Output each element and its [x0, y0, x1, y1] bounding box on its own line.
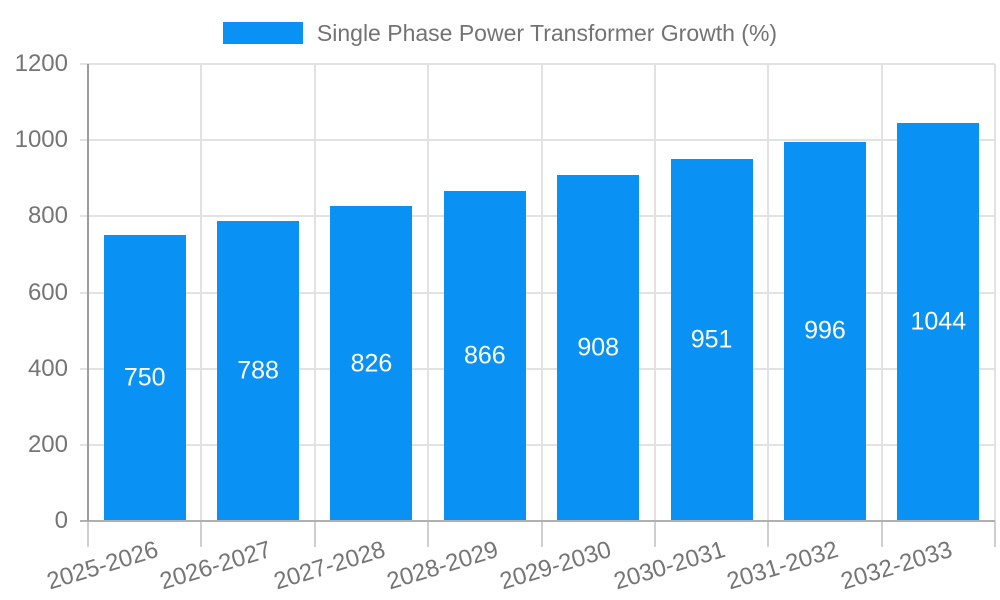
x-axis-tick — [200, 521, 203, 547]
bar-value-label: 996 — [804, 316, 846, 345]
y-tick-label: 600 — [27, 278, 68, 306]
v-gridline — [994, 64, 996, 521]
bar[interactable] — [897, 123, 980, 521]
bar[interactable] — [103, 235, 186, 521]
bar[interactable] — [557, 175, 640, 521]
y-tick-label: 1000 — [14, 126, 68, 154]
x-axis-tick — [880, 521, 883, 547]
x-axis-tick — [994, 521, 996, 547]
bar[interactable] — [670, 158, 753, 521]
x-axis-tick — [87, 521, 89, 547]
x-axis-tick — [653, 521, 656, 547]
x-tick-label: 2026-2027 — [157, 536, 275, 596]
h-gridline — [80, 443, 995, 446]
x-axis-line — [80, 520, 995, 522]
y-tick-label: 400 — [27, 354, 68, 382]
h-gridline — [80, 367, 995, 370]
bar[interactable] — [443, 191, 526, 521]
bar-value-label: 951 — [690, 325, 733, 354]
h-gridline — [80, 139, 995, 142]
bar[interactable] — [783, 141, 866, 521]
x-tick-label: 2030-2031 — [610, 536, 729, 596]
x-tick-label: 2028-2029 — [383, 536, 502, 596]
bar-value-label: 750 — [123, 363, 166, 392]
x-axis-tick — [767, 521, 770, 547]
legend-swatch[interactable] — [222, 22, 303, 44]
bar-value-label: 826 — [350, 349, 393, 378]
legend[interactable]: Single Phase Power Transformer Growth (%… — [0, 19, 1000, 46]
x-tick-label: 2032-2033 — [837, 536, 955, 596]
h-gridline — [80, 63, 995, 65]
x-tick-label: 2031-2032 — [723, 536, 842, 596]
y-axis-line — [87, 64, 89, 521]
x-axis-tick — [313, 521, 316, 547]
bar-value-label: 866 — [463, 341, 506, 370]
bar-value-label: 1044 — [910, 307, 967, 336]
x-tick-label: 2027-2028 — [270, 536, 389, 596]
y-tick-label: 800 — [27, 202, 68, 230]
bar-value-label: 908 — [577, 333, 620, 362]
bar[interactable] — [217, 220, 300, 521]
y-tick-label: 200 — [27, 430, 68, 458]
h-gridline — [80, 215, 995, 218]
h-gridline — [80, 291, 995, 294]
x-tick-label: 2025-2026 — [43, 536, 162, 596]
y-tick-label: 1200 — [14, 50, 68, 77]
legend-label: Single Phase Power Transformer Growth (%… — [316, 19, 778, 46]
y-tick-label: 0 — [54, 507, 68, 534]
x-tick-label: 2029-2030 — [497, 536, 615, 596]
bar[interactable] — [330, 206, 413, 521]
x-axis-tick — [540, 521, 543, 547]
bar-value-label: 788 — [237, 356, 279, 385]
x-axis-tick — [427, 521, 430, 547]
